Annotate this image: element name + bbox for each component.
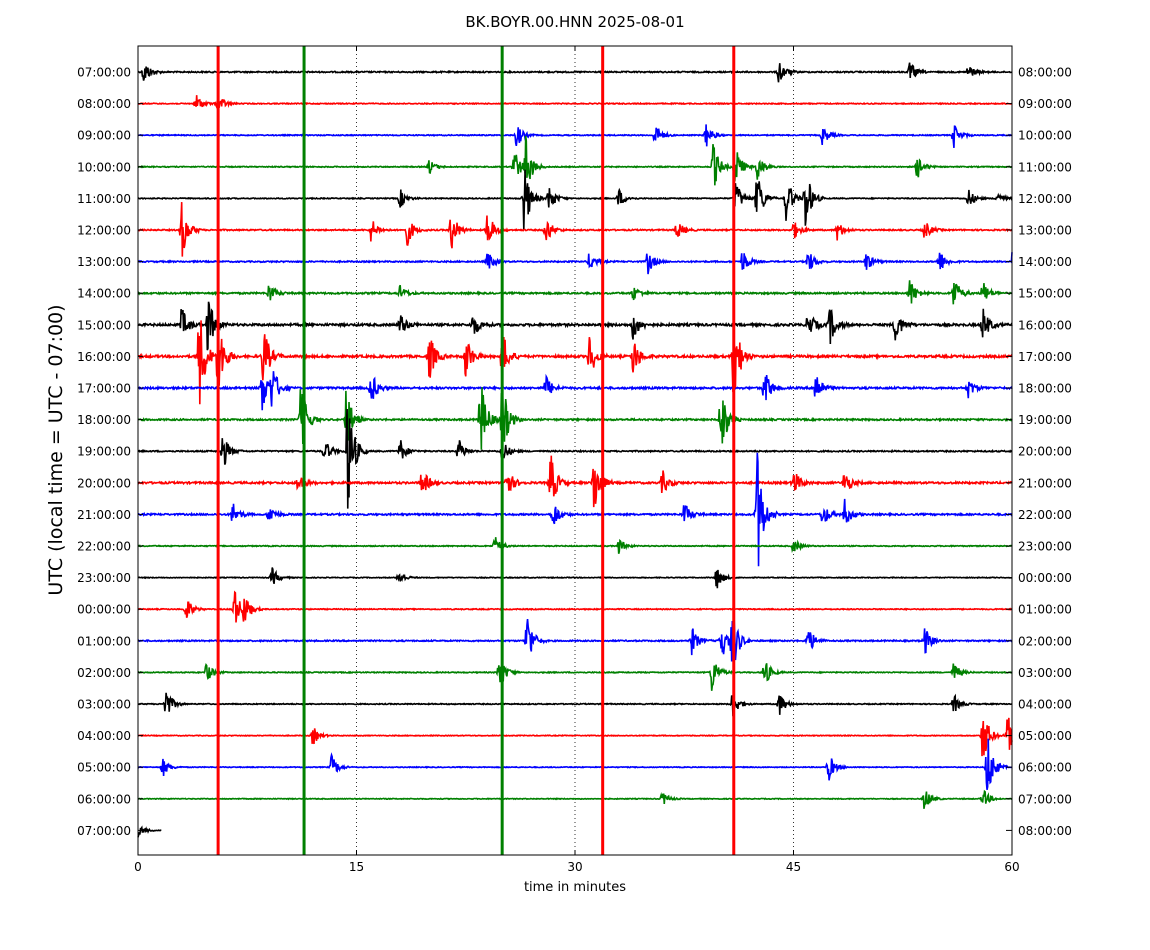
left-hour-label: 05:00:00 (77, 761, 131, 775)
trace-row-2 (137, 124, 1013, 149)
y-axis-label: UTC (local time = UTC - 07:00) (45, 304, 67, 595)
trace-row-3 (137, 135, 1013, 186)
trace-row-22 (137, 738, 1013, 791)
right-hour-label: 03:00:00 (1018, 666, 1072, 680)
left-hour-labels: 07:00:00 08:00:00 09:00:00 10:00:00 11:00:00… (77, 66, 143, 838)
chart-title: BK.BOYR.00.HNN 2025-08-01 (465, 13, 684, 31)
left-hour-label: 21:00:00 (77, 508, 131, 522)
trace-row-11 (137, 387, 1013, 450)
x-axis-label: time in minutes (524, 880, 626, 895)
left-hour-label: 07:00:00 (77, 66, 131, 80)
left-hour-label: 03:00:00 (77, 698, 131, 712)
vertical-spikes (216, 46, 736, 855)
x-tick-label: 45 (786, 860, 801, 874)
right-hour-label: 17:00:00 (1018, 350, 1072, 364)
left-hour-label: 01:00:00 (77, 634, 131, 648)
x-tick-label: 15 (349, 860, 364, 874)
right-hour-label: 00:00:00 (1018, 571, 1072, 585)
left-hour-label: 17:00:00 (77, 382, 131, 396)
trace-row-4 (137, 169, 1013, 230)
trace-row-10 (137, 371, 1013, 411)
left-hour-label: 23:00:00 (77, 571, 131, 585)
left-hour-label: 07:00:00 (77, 824, 131, 838)
trace-row-1 (137, 95, 1013, 111)
right-hour-label: 12:00:00 (1018, 192, 1072, 206)
right-hour-label: 23:00:00 (1018, 540, 1072, 554)
right-hour-label: 02:00:00 (1018, 634, 1072, 648)
trace-row-21 (137, 717, 1013, 757)
right-hour-label: 10:00:00 (1018, 129, 1072, 143)
seismic-traces (137, 62, 1013, 838)
left-hour-label: 16:00:00 (77, 350, 131, 364)
left-hour-label: 18:00:00 (77, 413, 131, 427)
trace-row-6 (137, 252, 1013, 275)
right-hour-label: 08:00:00 (1018, 66, 1072, 80)
left-hour-label: 12:00:00 (77, 224, 131, 238)
left-hour-label: 14:00:00 (77, 287, 131, 301)
left-hour-label: 09:00:00 (77, 129, 131, 143)
right-hour-label: 20:00:00 (1018, 445, 1072, 459)
left-hour-label: 08:00:00 (77, 97, 131, 111)
right-hour-label: 16:00:00 (1018, 318, 1072, 332)
trace-row-0 (137, 62, 1012, 83)
right-hour-label: 04:00:00 (1018, 698, 1072, 712)
trace-row-15 (137, 537, 1013, 554)
trace-row-14 (137, 452, 1013, 567)
x-tick-label: 0 (134, 860, 142, 874)
trace-row-7 (137, 280, 1013, 305)
right-hour-label: 08:00:00 (1018, 824, 1072, 838)
trace-row-5 (137, 202, 1013, 257)
x-axis-ticks: 0 15 30 45 60 (134, 46, 1020, 874)
left-hour-label: 19:00:00 (77, 445, 131, 459)
trace-row-24 (137, 825, 162, 838)
left-hour-label: 04:00:00 (77, 729, 131, 743)
right-hour-label: 14:00:00 (1018, 255, 1072, 269)
right-hour-label: 05:00:00 (1018, 729, 1072, 743)
trace-row-17 (137, 590, 1013, 623)
trace-row-16 (137, 567, 1013, 589)
left-hour-label: 20:00:00 (77, 476, 131, 490)
right-hour-labels: 08:00:00 09:00:00 10:00:00 11:00:00 12:00:00… (1006, 66, 1072, 838)
trace-row-9 (137, 320, 1013, 405)
trace-row-19 (137, 662, 1013, 691)
right-hour-label: 11:00:00 (1018, 160, 1072, 174)
right-hour-label: 19:00:00 (1018, 413, 1072, 427)
trace-row-23 (137, 789, 1013, 809)
left-hour-label: 00:00:00 (77, 603, 131, 617)
right-hour-label: 01:00:00 (1018, 603, 1072, 617)
right-hour-label: 06:00:00 (1018, 761, 1072, 775)
right-hour-label: 18:00:00 (1018, 382, 1072, 396)
trace-row-18 (137, 618, 1013, 662)
trace-row-20 (137, 692, 1013, 717)
x-tick-label: 60 (1004, 860, 1019, 874)
trace-row-13 (137, 455, 1013, 508)
right-hour-label: 13:00:00 (1018, 224, 1072, 238)
left-hour-label: 06:00:00 (77, 792, 131, 806)
right-hour-label: 21:00:00 (1018, 476, 1072, 490)
left-hour-label: 10:00:00 (77, 160, 131, 174)
right-hour-label: 09:00:00 (1018, 97, 1072, 111)
left-hour-label: 22:00:00 (77, 540, 131, 554)
left-hour-label: 11:00:00 (77, 192, 131, 206)
right-hour-label: 15:00:00 (1018, 287, 1072, 301)
right-hour-label: 07:00:00 (1018, 792, 1072, 806)
right-hour-label: 22:00:00 (1018, 508, 1072, 522)
left-hour-label: 02:00:00 (77, 666, 131, 680)
left-hour-label: 15:00:00 (77, 318, 131, 332)
trace-row-12 (137, 408, 1013, 509)
x-tick-label: 30 (567, 860, 582, 874)
trace-row-8 (137, 301, 1013, 351)
left-hour-label: 13:00:00 (77, 255, 131, 269)
